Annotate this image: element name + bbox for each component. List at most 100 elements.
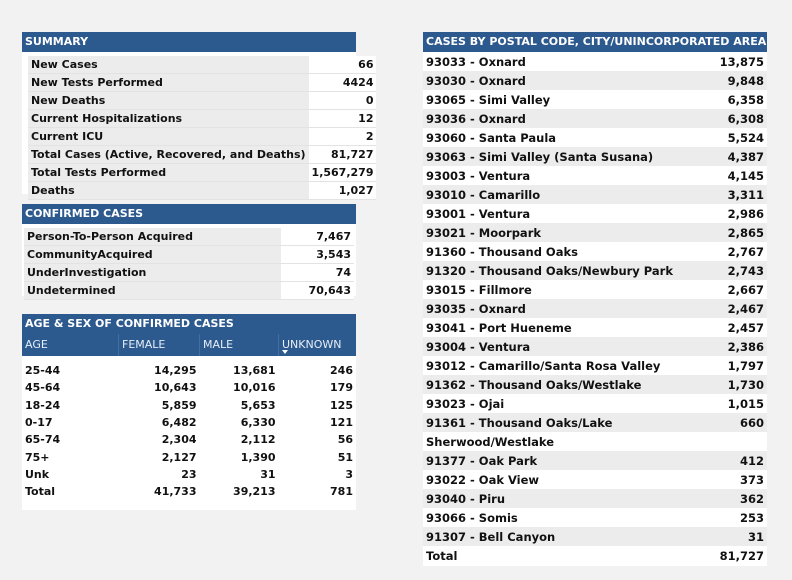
postal-area: 93022 - Oak View: [423, 470, 710, 489]
confirmed-value: 70,643: [281, 281, 354, 300]
male-cell: 5,653: [240, 398, 276, 412]
age-row: Total 41,733 39,213 781: [22, 483, 356, 500]
age-sex-panel: AGE & SEX OF CONFIRMED CASES AGE FEMALE …: [22, 314, 356, 510]
postal-cases: 412: [709, 451, 767, 470]
postal-area: 93033 - Oxnard: [423, 52, 710, 71]
summary-row: Total Cases (Active, Recovered, and Deat…: [28, 145, 377, 164]
summary-header: SUMMARY: [22, 32, 356, 52]
postal-row: 93022 - Oak View 373: [423, 470, 767, 489]
summary-value: 2: [308, 127, 377, 146]
postal-row: 93001 - Ventura 2,986: [423, 204, 767, 223]
postal-row: 93012 - Camarillo/Santa Rosa Valley 1,797: [423, 356, 767, 375]
postal-area: 93010 - Camarillo: [423, 185, 710, 204]
summary-value: 0: [308, 91, 377, 110]
age-row: 25-44 14,295 13,681 246: [22, 362, 356, 379]
col-unknown[interactable]: UNKNOWN: [279, 334, 357, 356]
postal-cases: 2,767: [709, 242, 767, 261]
postal-row: 93063 - Simi Valley (Santa Susana) 4,387: [423, 147, 767, 166]
postal-row: 91320 - Thousand Oaks/Newbury Park 2,743: [423, 261, 767, 280]
unknown-cell: 56: [337, 433, 353, 447]
summary-label: Current ICU: [28, 127, 309, 146]
summary-row: New Tests Performed 4424: [28, 73, 377, 92]
postal-area: 93040 - Piru: [423, 489, 710, 508]
postal-cases: 1,730: [709, 375, 767, 394]
postal-cases: 5,524: [709, 128, 767, 147]
female-cell: 6,482: [161, 416, 197, 430]
postal-row: 93065 - Simi Valley 6,358: [423, 90, 767, 109]
summary-value: 66: [308, 56, 377, 74]
confirmed-panel: CONFIRMED CASES Person-To-Person Acquire…: [22, 204, 356, 300]
confirmed-header: CONFIRMED CASES: [22, 204, 356, 224]
summary-value: 4424: [308, 73, 377, 92]
postal-cases: 2,986: [709, 204, 767, 223]
female-cell: 2,304: [161, 433, 197, 447]
summary-panel: SUMMARY New Cases 66 New Tests Performed 44…: [22, 32, 377, 200]
postal-cases: 373: [709, 470, 767, 489]
postal-cases: 4,387: [709, 147, 767, 166]
confirmed-value: 3,543: [281, 245, 354, 264]
postal-row: 93041 - Port Hueneme 2,457: [423, 318, 767, 337]
postal-cases: 4,145: [709, 166, 767, 185]
postal-area: 91361 - Thousand Oaks/Lake: [423, 413, 710, 432]
confirmed-table: Person-To-Person Acquired 7,467 CommunityA…: [24, 228, 354, 300]
postal-row: 93036 - Oxnard 6,308: [423, 109, 767, 128]
postal-area: 93066 - Somis: [423, 508, 710, 527]
unknown-cell: 121: [330, 416, 353, 430]
age-cell: 75+: [25, 450, 50, 464]
postal-area: 93030 - Oxnard: [423, 71, 710, 90]
confirmed-value: 7,467: [281, 228, 354, 246]
postal-row: 93021 - Moorpark 2,865: [423, 223, 767, 242]
unknown-cell: 781: [330, 485, 353, 499]
male-cell: 39,213: [233, 485, 276, 499]
postal-cases: 253: [709, 508, 767, 527]
female-cell: 14,295: [154, 364, 197, 378]
female-cell: 2,127: [161, 450, 197, 464]
summary-label: New Deaths: [28, 91, 309, 110]
age-row: 65-74 2,304 2,112 56: [22, 431, 356, 448]
summary-row: New Deaths 0: [28, 91, 377, 110]
summary-value: 12: [308, 109, 377, 128]
female-cell: 23: [181, 467, 197, 481]
male-cell: 31: [260, 467, 276, 481]
summary-row: Total Tests Performed 1,567,279: [28, 163, 377, 182]
age-cell: 0-17: [25, 416, 53, 430]
postal-row: 93035 - Oxnard 2,467: [423, 299, 767, 318]
postal-area: 93060 - Santa Paula: [423, 128, 710, 147]
age-row: Unk 23 31 3: [22, 466, 356, 483]
postal-table: 93033 - Oxnard 13,875 93030 - Oxnard 9,848 9…: [423, 52, 767, 565]
age-cell: 45-64: [25, 381, 61, 395]
postal-area: 91362 - Thousand Oaks/Westlake: [423, 375, 710, 394]
postal-row: 91307 - Bell Canyon 31: [423, 527, 767, 546]
summary-row: Deaths 1,027: [28, 181, 377, 200]
postal-cases: 6,308: [709, 109, 767, 128]
postal-area: 91360 - Thousand Oaks: [423, 242, 710, 261]
postal-row: 93004 - Ventura 2,386: [423, 337, 767, 356]
summary-label: Total Cases (Active, Recovered, and Deat…: [28, 145, 309, 164]
postal-total-value: 81,727: [709, 546, 767, 565]
postal-area: 93021 - Moorpark: [423, 223, 710, 242]
postal-cases: 2,667: [709, 280, 767, 299]
sort-descending-icon[interactable]: [282, 350, 288, 354]
postal-cases: 2,865: [709, 223, 767, 242]
female-cell: 10,643: [154, 381, 197, 395]
postal-row: 93033 - Oxnard 13,875: [423, 52, 767, 71]
postal-total-label: Total: [423, 546, 710, 565]
col-female[interactable]: FEMALE: [118, 334, 200, 356]
postal-area: 93036 - Oxnard: [423, 109, 710, 128]
postal-row: 93040 - Piru 362: [423, 489, 767, 508]
postal-area: Sherwood/Westlake: [423, 432, 710, 451]
postal-cases: [709, 432, 767, 451]
confirmed-label: Person-To-Person Acquired: [24, 228, 282, 246]
postal-area: 93023 - Ojai: [423, 394, 710, 413]
unknown-cell: 179: [330, 381, 353, 395]
summary-value: 1,567,279: [308, 163, 377, 182]
male-cell: 1,390: [240, 450, 276, 464]
confirmed-row: UnderInvestigation 74: [24, 263, 354, 282]
postal-row: 93010 - Camarillo 3,311: [423, 185, 767, 204]
unknown-cell: 51: [337, 450, 353, 464]
postal-area: 91307 - Bell Canyon: [423, 527, 710, 546]
col-male[interactable]: MALE: [199, 334, 279, 356]
col-age[interactable]: AGE: [22, 334, 119, 356]
postal-row: 91361 - Thousand Oaks/Lake 660: [423, 413, 767, 432]
postal-row: 93030 - Oxnard 9,848: [423, 71, 767, 90]
